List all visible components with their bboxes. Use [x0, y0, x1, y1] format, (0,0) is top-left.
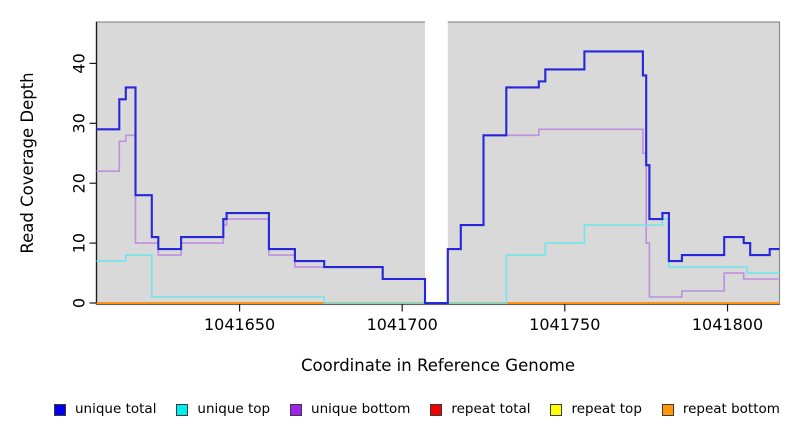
- series-line-unique-total: [96, 50, 780, 305]
- legend-label-repeat-total: repeat total: [451, 401, 531, 418]
- x-tick-label: 1041650: [204, 315, 275, 334]
- x-tick-label: 1041800: [692, 315, 763, 334]
- y-tick-label: 30: [70, 113, 89, 133]
- y-axis-title: Read Coverage Depth: [18, 72, 37, 253]
- coverage-gap-band: [425, 20, 448, 303]
- legend-item-unique-bottom: unique bottom: [290, 403, 410, 417]
- repeat-top-swatch: [550, 404, 563, 416]
- unique-total-swatch: [54, 404, 66, 416]
- legend-item-unique-total: unique total: [54, 403, 156, 417]
- y-tick-label: 0: [70, 298, 89, 308]
- legend-item-unique-top: unique top: [176, 403, 270, 417]
- legend-item-repeat-top: repeat top: [550, 401, 642, 418]
- x-tick-label: 1041750: [529, 315, 600, 334]
- legend-label-repeat-bottom: repeat bottom: [682, 401, 780, 418]
- legend-item-repeat-bottom: repeat bottom: [661, 401, 780, 418]
- legend-item-repeat-total: repeat total: [430, 401, 531, 418]
- y-tick-label: 10: [70, 233, 89, 253]
- x-axis-title: Coordinate in Reference Genome: [301, 356, 575, 375]
- legend-label-unique-total: unique total: [75, 401, 157, 418]
- y-tick-label: 20: [70, 173, 89, 193]
- x-tick-label: 1041700: [367, 315, 438, 334]
- repeat-bottom-swatch: [661, 404, 674, 416]
- legend-label-unique-bottom: unique bottom: [311, 401, 411, 418]
- unique-top-swatch: [176, 404, 189, 416]
- legend: unique total unique top unique bottom re…: [0, 398, 792, 422]
- unique-bottom-swatch: [290, 404, 303, 416]
- repeat-total-swatch: [430, 404, 443, 416]
- y-tick-label: 40: [70, 53, 89, 73]
- legend-label-unique-top: unique top: [197, 401, 271, 418]
- legend-label-repeat-top: repeat top: [571, 401, 642, 418]
